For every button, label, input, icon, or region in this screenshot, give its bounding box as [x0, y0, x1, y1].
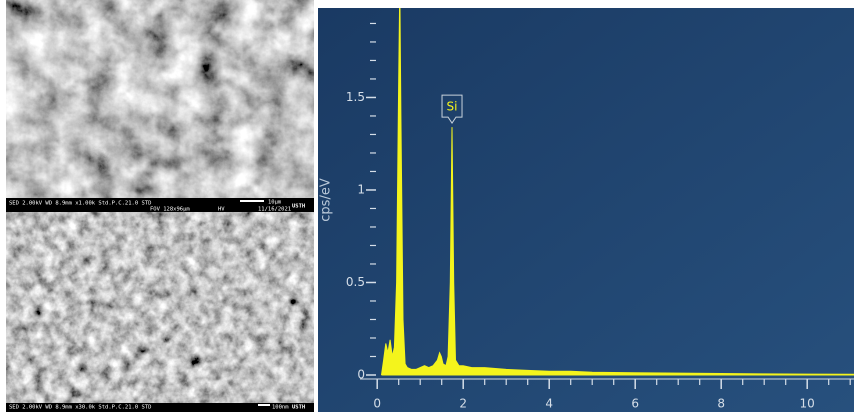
scale-label: 100nm — [272, 405, 289, 411]
annotation: Si — [447, 100, 458, 114]
y-tick-label: 1.5 — [346, 90, 365, 104]
y-axis-label: cps/eV — [319, 178, 334, 222]
x-tick-label: 2 — [459, 397, 467, 411]
date: 11/16/2021 — [258, 207, 291, 213]
caption-bar — [6, 198, 314, 212]
caption: SED 2.00kV WD 8.9mm x1.00k Std.P.C.21.0 … — [9, 201, 151, 207]
caption-bar — [6, 403, 314, 412]
x-tick-label: 4 — [545, 397, 553, 411]
spectrum — [381, 8, 854, 376]
x-tick-label: 6 — [631, 397, 639, 411]
y-tick-label: 0 — [357, 367, 365, 381]
logo: USTH — [292, 405, 305, 411]
fov: FOV 128x96μm — [150, 207, 190, 213]
x-tick-label: 10 — [800, 397, 815, 411]
y-tick-label: 1 — [357, 182, 365, 196]
y-tick-label: 0.5 — [346, 275, 365, 289]
sem-texture — [6, 0, 314, 198]
scale-label: 10μm — [268, 200, 282, 206]
sem-image-top: SED 2.00kV WD 8.9mm x1.00k Std.P.C.21.0 … — [6, 0, 314, 213]
sem-texture — [6, 212, 314, 404]
annotation-box — [441, 94, 463, 124]
sem-image-bottom: SED 2.00kV WD 8.9mm x30.0k Std.P.C.21.0 … — [6, 212, 314, 412]
x-tick-label: 8 — [717, 397, 725, 411]
hv: HV — [218, 207, 225, 213]
caption: SED 2.00kV WD 8.9mm x30.0k Std.P.C.21.0 … — [9, 405, 151, 411]
logo: USTH — [292, 204, 305, 210]
spectrum-panel — [318, 8, 854, 412]
x-tick-label: 0 — [373, 397, 381, 411]
plot: 00.511.5024681012Si — [346, 8, 854, 411]
